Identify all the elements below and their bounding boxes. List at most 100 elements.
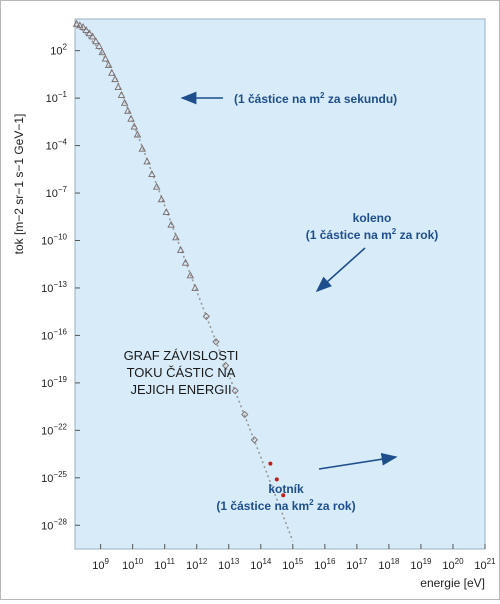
y-tick-label-7: 10−19 [41, 375, 67, 390]
series-0-point-24 [157, 195, 166, 203]
series-0-point-0 [72, 19, 81, 27]
series-0-point-6 [92, 37, 100, 45]
y-tick-label-3-sup: −7 [58, 185, 68, 194]
x-tick-label-8-base: 10 [346, 560, 358, 572]
series-0-point-1 [76, 21, 84, 29]
annotation-sekundu-base: (1 částice na m [234, 92, 320, 106]
y-tick-label-8-base: 10 [41, 425, 53, 437]
chart-title-line-1: TOKU ČÁSTIC NA [127, 365, 236, 380]
series-0-point-16 [124, 106, 132, 114]
x-tick-label-8: 1017 [346, 557, 368, 572]
y-tick-label-0: 102 [50, 43, 67, 58]
x-tick-label-10-base: 10 [410, 560, 422, 572]
y-tick-label-2-base: 10 [46, 141, 58, 153]
series-0-point-8 [98, 48, 106, 56]
y-tick-label-9-base: 10 [41, 473, 53, 485]
arrow-kotnik [318, 452, 398, 470]
x-axis-label: energie [eV] [420, 576, 485, 590]
series-1-point-4 [241, 410, 249, 419]
series-0-point-11 [108, 68, 116, 76]
y-tick-label-4-base: 10 [41, 235, 53, 247]
y-tick-label-4-sup: −10 [53, 232, 67, 241]
y-tick-label-6-base: 10 [41, 330, 53, 342]
x-tick-label-0-base: 10 [92, 560, 104, 572]
annotation-kotnik-line-0: kotník [268, 482, 304, 496]
annotation-sekundu-sup: 2 [320, 91, 325, 100]
x-tick-label-12: 1021 [474, 557, 496, 572]
x-tick-label-9-sup: 18 [391, 557, 400, 566]
y-tick-label-0-sup: 2 [63, 43, 68, 52]
x-tick-label-1: 1010 [122, 557, 144, 572]
x-tick-label-12-sup: 21 [487, 557, 496, 566]
series-0-point-25 [162, 208, 171, 215]
reference-line-path [74, 21, 294, 542]
x-tick-label-0-sup: 9 [105, 557, 110, 566]
y-axis-label: tok [m−2 sr−1 s−1 GeV−1] [12, 114, 26, 255]
series-1-point-5 [250, 436, 259, 444]
y-tick-label-7-base: 10 [41, 378, 53, 390]
series-2-point-2 [281, 493, 286, 498]
y-tick-label-4: 10−10 [41, 232, 67, 247]
y-tick-label-3: 10−7 [46, 185, 68, 200]
annotation-koleno-line-1: (1 částice na m2 za rok) [306, 227, 439, 242]
annotation-koleno-line-1-sup: 2 [392, 227, 397, 236]
y-axis: 10210−110−410−710−1010−1310−1610−1910−22… [12, 43, 80, 532]
annotation-kotnik-line-0-base: kotník [268, 482, 304, 496]
series-0-point-30 [186, 271, 195, 279]
x-tick-label-2-sup: 11 [167, 557, 176, 566]
series-1-point-1 [212, 338, 220, 346]
series-0-point-29 [181, 258, 190, 266]
series-0-point-4 [85, 29, 94, 37]
series-0-point-23 [152, 182, 161, 190]
series-0-point-7 [95, 41, 103, 49]
y-tick-label-8-sup: −22 [53, 422, 67, 431]
annotation-kotnik-line-1-base: (1 částice na km [216, 499, 309, 513]
series-0-point-31 [191, 284, 199, 291]
arrow-koleno [315, 247, 366, 293]
series-0-point-26 [167, 220, 175, 228]
x-tick-label-2: 1011 [154, 557, 175, 572]
x-tick-label-11-sup: 20 [455, 557, 464, 566]
series-1-point-3 [231, 387, 239, 395]
y-tick-label-10-base: 10 [41, 520, 53, 532]
y-tick-label-6-sup: −16 [53, 327, 67, 336]
series-1-point-2 [221, 361, 230, 370]
x-tick-label-1-sup: 10 [134, 557, 143, 566]
y-tick-label-0-base: 10 [50, 46, 62, 58]
series-0-point-18 [130, 122, 139, 130]
x-tick-label-6: 1015 [282, 557, 304, 572]
y-tick-label-9: 10−25 [41, 470, 67, 485]
x-tick-label-11: 1020 [442, 557, 464, 572]
series-0-point-5 [88, 32, 97, 40]
annotation-kotnik-line-1: (1 částice na km2 za rok) [216, 498, 355, 513]
series-0-point-13 [114, 83, 123, 90]
chart-title-line-2: JEJICH ENERGII [130, 382, 231, 397]
x-tick-label-5-base: 10 [250, 560, 262, 572]
x-axis: 109 1010 1011 1012 1013 1014 1015 1016 1017 1018 1… [92, 544, 496, 590]
series-1-point-0 [202, 312, 210, 321]
y-tick-label-5-sup: −13 [53, 280, 67, 289]
x-tick-label-2-base: 10 [154, 560, 166, 572]
x-tick-label-7-sup: 16 [327, 557, 336, 566]
series-0-point-15 [120, 98, 129, 106]
chart-title-line-0: GRAF ZÁVISLOSTI [124, 348, 239, 363]
x-tick-label-12-base: 10 [474, 560, 486, 572]
annotation-koleno-line-0: koleno [353, 211, 392, 225]
y-tick-label-1-base: 10 [46, 93, 58, 105]
series-0-point-20 [138, 144, 147, 152]
x-tick-label-4-sup: 13 [230, 557, 239, 566]
y-tick-label-10: 10−28 [41, 517, 67, 532]
y-tick-label-3-base: 10 [46, 188, 58, 200]
series-2-point-0 [268, 461, 273, 466]
y-tick-label-1: 10−1 [46, 90, 68, 105]
annotation-koleno-line-0-base: koleno [353, 211, 392, 225]
series-0-point-28 [176, 246, 185, 253]
annotation-kotnik-line-1-tail: za rok) [314, 499, 356, 513]
x-tick-label-7-base: 10 [314, 560, 326, 572]
series-0-point-3 [82, 26, 90, 34]
series-0-point-22 [148, 170, 156, 177]
x-tick-label-7: 1016 [314, 557, 336, 572]
x-tick-label-3-sup: 12 [198, 557, 207, 566]
annotation-sekundu-tail: za sekundu) [325, 92, 398, 106]
